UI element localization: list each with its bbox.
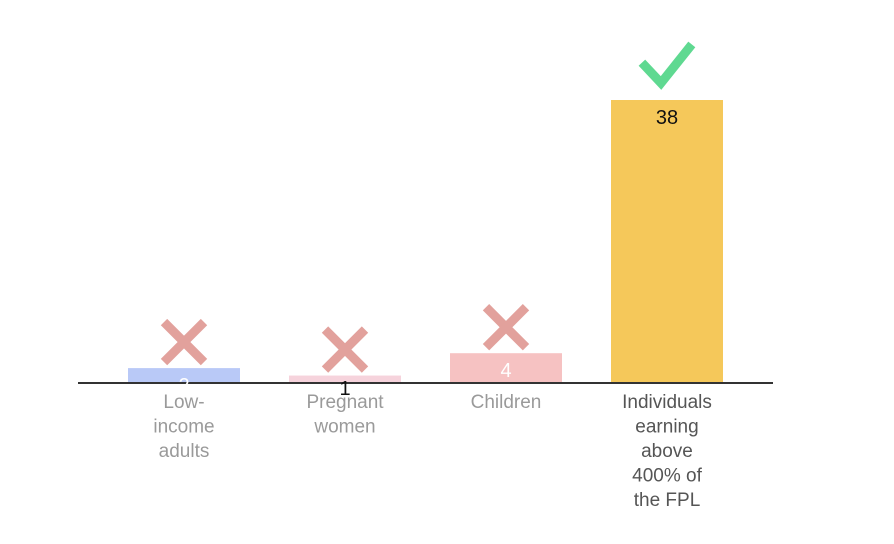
bar-2 <box>289 375 401 383</box>
cross-icon <box>321 326 369 373</box>
category-label-4: Individuals earning above 400% of the FPL <box>622 392 712 511</box>
bar-1 <box>128 368 240 383</box>
category-label-1: Low-income adults <box>153 392 214 462</box>
category-label-2: Pregnant women <box>306 392 384 438</box>
bar-value-label-1: 2 <box>178 375 189 397</box>
category-label-3: Children <box>471 392 542 413</box>
cross-icon <box>160 318 208 366</box>
cross-icon <box>482 304 530 351</box>
bar-4 <box>611 100 723 383</box>
bar-value-label-3: 4 <box>500 360 511 382</box>
bar-value-label-2: 1 <box>339 378 350 400</box>
bar-3 <box>450 353 562 383</box>
category-labels-group: Low-income adults Pregnant women Children Ind… <box>153 392 712 511</box>
bars-group <box>128 100 723 383</box>
markers-group <box>160 41 696 373</box>
bar-value-label-4: 38 <box>656 107 678 129</box>
value-labels-group: 2 1 4 38 <box>178 107 678 400</box>
check-icon <box>638 41 696 90</box>
